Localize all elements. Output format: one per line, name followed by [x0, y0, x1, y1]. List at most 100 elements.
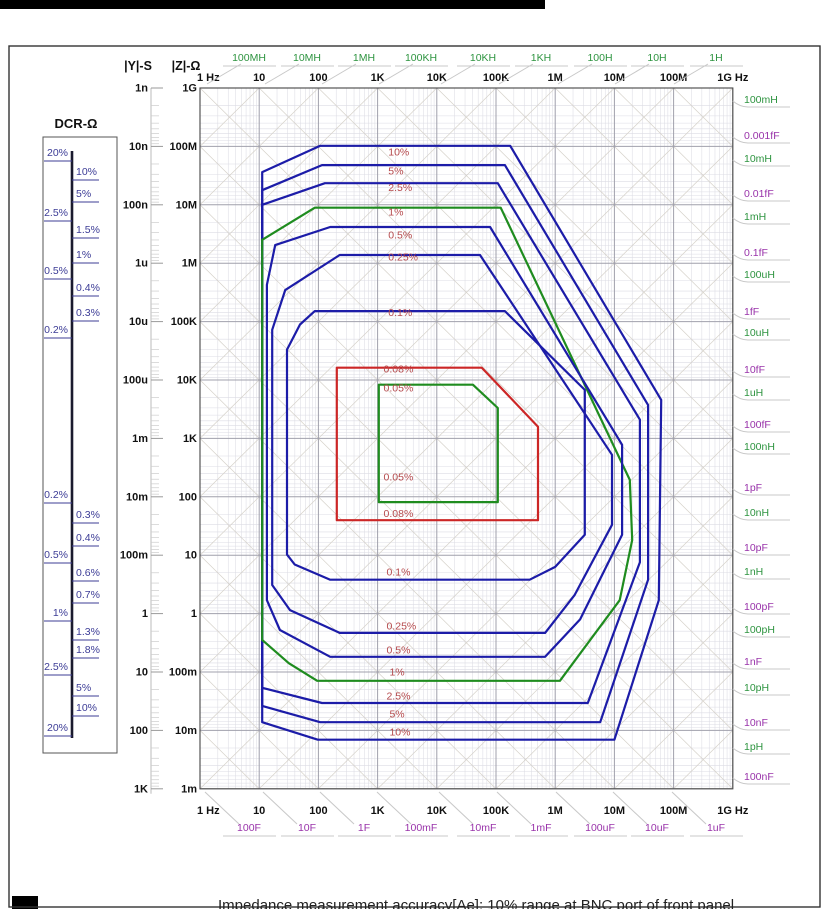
contour-0_08pct: [335, 366, 540, 522]
freq-tick-top: 1 Hz: [197, 72, 220, 84]
dcr-title: DCR-Ω: [55, 116, 98, 131]
right-inductance-label: 1mH: [744, 211, 766, 223]
dcr-right-label: 0.6%: [76, 567, 100, 579]
top-inductance-label: 1H: [709, 52, 722, 64]
right-inductance-label-connector: [732, 447, 790, 455]
dcr-panel-border: [42, 136, 118, 754]
contour-2_5pct: [261, 182, 641, 705]
caption-line1: Impedance measurement accuracy[Ae]: 10% …: [218, 897, 735, 909]
contour-label: 2.5%: [386, 690, 410, 702]
dcr-right-label: 10%: [76, 166, 97, 178]
admittance-tick: 10: [136, 667, 148, 679]
dcr-right-label: 5%: [76, 682, 91, 694]
frequency-axis-labels: 1 Hz 1 Hz 10 10 100 100 1K 1K 10K 10K 100K 100K 1M 1M…: [197, 72, 749, 817]
grid-diagonal: [199, 379, 615, 790]
impedance-tick: 10M: [176, 199, 197, 211]
top-inductance-label: 10KH: [470, 52, 496, 64]
contour-0_05pct: [377, 383, 499, 504]
top-inductance-label: 100MH: [232, 52, 266, 64]
right-inductance-label: 10nH: [744, 507, 769, 519]
dcr-left-label: 0.2%: [44, 324, 68, 336]
impedance-tick: 1M: [182, 258, 197, 270]
grid-diagonal: [436, 87, 734, 381]
capacitance-connector: [262, 791, 298, 825]
capacitance-connector: [438, 791, 474, 825]
right-capacitance-label-connector: [732, 607, 790, 615]
inductance-connector: [206, 63, 242, 85]
right-capacitance-label-connector: [732, 253, 790, 261]
admittance-tick: 1K: [134, 783, 148, 795]
impedance-tick: 100M: [169, 141, 197, 153]
right-capacitance-label: 100fF: [744, 419, 771, 431]
bottom-capacitance-label: 1F: [358, 822, 370, 834]
right-inductance-label-connector: [732, 513, 790, 521]
admittance-tick: 10u: [129, 316, 148, 328]
right-capacitance-label: 1nF: [744, 656, 762, 668]
grid-diagonal: [199, 262, 734, 790]
right-capacitance-label: 1pF: [744, 482, 762, 494]
right-inductance-label-connector: [732, 217, 790, 225]
contour-label: 10%: [388, 147, 409, 159]
admittance-tick: 1m: [132, 433, 148, 445]
right-inductance-label: 1uH: [744, 387, 763, 399]
impedance-tick: 100: [179, 491, 197, 503]
freq-tick-bottom: 100K: [483, 805, 509, 817]
grid-diagonal: [199, 87, 734, 614]
dcr-right-label: 0.7%: [76, 589, 100, 601]
dcr-right-label: 1.8%: [76, 644, 100, 656]
right-capacitance-label: 0.01fF: [744, 188, 774, 200]
contour-label: 0.1%: [388, 307, 412, 319]
freq-tick-top: 1M: [548, 72, 563, 84]
bottom-capacitance-label: 100mF: [405, 822, 438, 834]
contour-label: 0.1%: [386, 567, 410, 579]
grid-diagonal: [199, 204, 734, 731]
freq-tick-top: 10: [253, 72, 265, 84]
right-capacitance-label-connector: [732, 136, 790, 144]
inductance-connector: [264, 63, 300, 85]
contour-label: 0.25%: [388, 251, 418, 263]
right-capacitance-label-connector: [732, 312, 790, 320]
capacitance-connector: [204, 791, 240, 825]
inductance-connector: [557, 63, 593, 85]
right-inductance-label: 1pH: [744, 741, 763, 753]
top-inductance-label: 1MH: [353, 52, 375, 64]
impedance-tick: 100m: [169, 667, 197, 679]
grid-diagonal: [318, 87, 734, 498]
dcr-right-label: 1.3%: [76, 626, 100, 638]
admittance-tick: 100: [130, 725, 148, 737]
bottom-capacitance-label: 10uF: [645, 822, 669, 834]
right-capacitance-label: 0.1fF: [744, 247, 768, 259]
log-ruler: [150, 87, 163, 794]
dcr-left-label: 2.5%: [44, 661, 68, 673]
right-capacitance-label-connector: [732, 425, 790, 433]
right-capacitance-label: 1fF: [744, 306, 759, 318]
capacitance-connector: [555, 791, 591, 825]
page-border: [8, 45, 821, 908]
right-capacitance-label: 10pF: [744, 542, 768, 554]
inductance-connector: [378, 63, 414, 85]
impedance-tick: 100K: [171, 316, 197, 328]
freq-tick-top: 1G Hz: [717, 72, 749, 84]
impedance-tick: 1: [191, 608, 197, 620]
right-inductance-label-connector: [732, 688, 790, 696]
capacitance-connector: [612, 791, 648, 825]
contour-0_25pct: [271, 253, 614, 634]
right-inductance-label-connector: [732, 275, 790, 283]
contour-label: 1%: [389, 667, 404, 679]
contour-label: 0.08%: [384, 508, 414, 520]
right-capacitance-label: 10nF: [744, 717, 768, 729]
right-inductance-label: 1nH: [744, 566, 763, 578]
right-inductance-label: 10pH: [744, 682, 769, 694]
right-inductance-label-connector: [732, 100, 790, 108]
freq-tick-bottom: 100M: [660, 805, 688, 817]
grid-diagonal: [199, 146, 734, 673]
right-capacitance-label-connector: [732, 662, 790, 670]
admittance-tick: 1n: [135, 83, 148, 95]
right-inductance-label: 100nH: [744, 441, 775, 453]
dcr-right-label: 5%: [76, 188, 91, 200]
bottom-capacitance-label: 100F: [237, 822, 261, 834]
contour-labels: 10% 5% 2.5% 1% 0.5% 0.25% 0.1% 0.08% 0.05% 0.05% 0…: [384, 147, 419, 739]
freq-tick-bottom: 10M: [604, 805, 625, 817]
inductance-connector: [614, 63, 650, 85]
dcr-left-label: 0.5%: [44, 265, 68, 277]
